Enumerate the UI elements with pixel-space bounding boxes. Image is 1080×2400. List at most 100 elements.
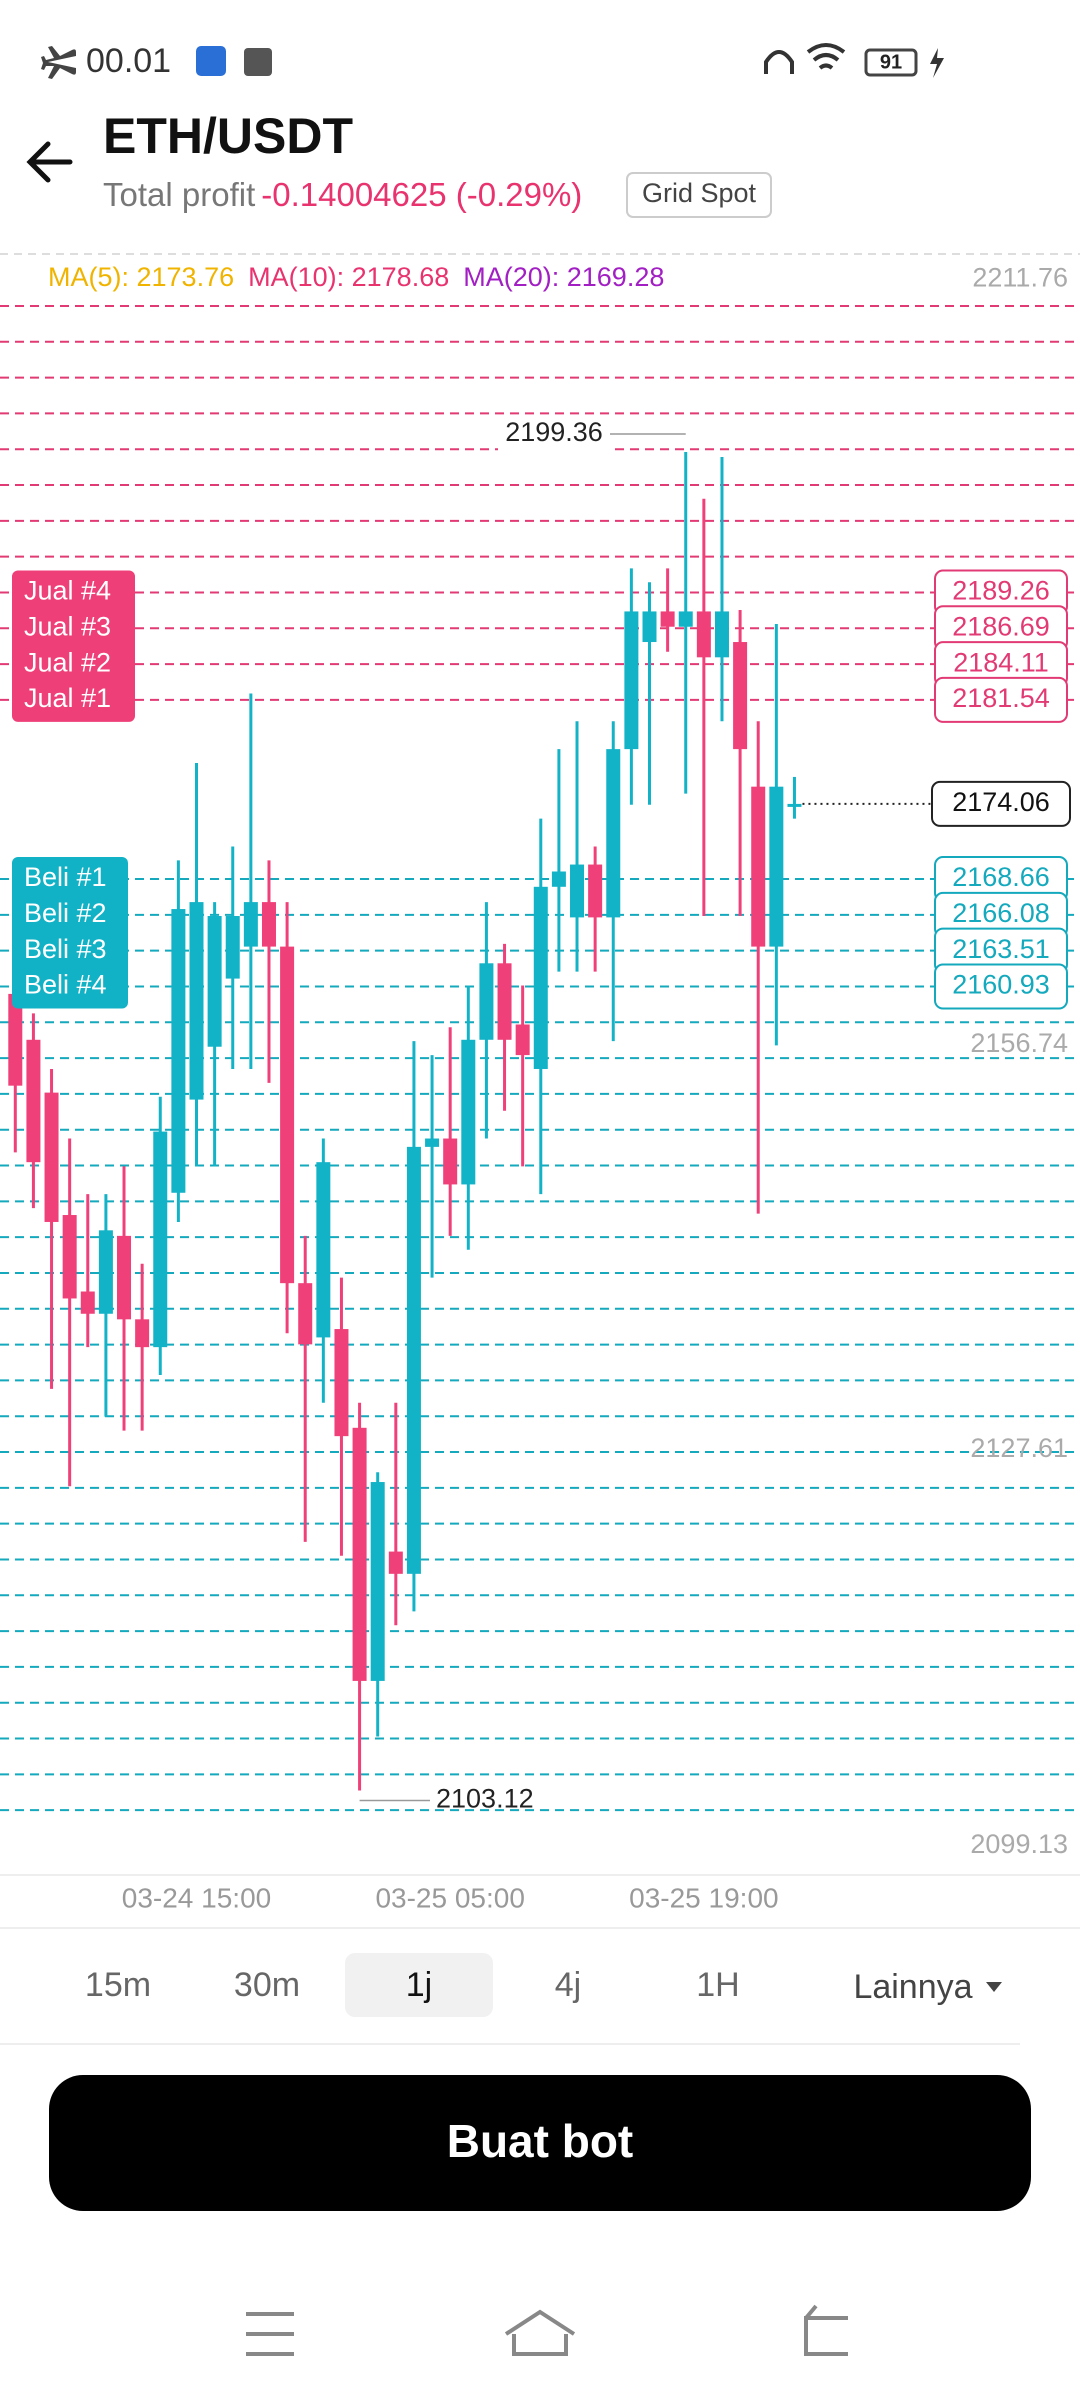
candle-body: [551, 871, 566, 887]
candle-body: [117, 1235, 132, 1320]
order-label: Jual #1: [24, 683, 111, 713]
candle-body: [352, 1427, 367, 1681]
nav-back[interactable]: [804, 2304, 848, 2356]
candle-body: [98, 1230, 113, 1314]
selected-tab-bg: [345, 1953, 493, 2017]
candle-body: [588, 864, 603, 918]
ma-legend: MA(20): 2169.28: [463, 262, 664, 292]
x-tick-label: 03-25 05:00: [375, 1882, 524, 1913]
battery-level: 91: [880, 51, 902, 73]
timeframe-tab[interactable]: 4j: [555, 1966, 581, 2004]
candle-body: [714, 611, 729, 658]
order-price: 2168.66: [952, 862, 1050, 892]
candle-body: [696, 611, 711, 658]
candle-body: [334, 1329, 349, 1437]
max-label-bg: [498, 416, 610, 453]
ma-legend: MA(10): 2178.68: [248, 262, 449, 292]
back-button[interactable]: [26, 141, 73, 183]
min-label: 2103.12: [436, 1784, 534, 1814]
candle-body: [171, 909, 186, 1193]
order-label: Beli #4: [24, 970, 107, 1000]
order-label: Beli #2: [24, 898, 107, 928]
candle-body: [624, 611, 639, 750]
battery-icon: [864, 48, 918, 77]
candle-body: [316, 1162, 331, 1338]
create-bot-label: Buat bot: [447, 2115, 634, 2167]
candle-body: [443, 1138, 458, 1185]
dropdown-icon: [986, 1982, 1002, 1992]
candle-body: [606, 749, 621, 918]
order-price: 2181.54: [952, 683, 1050, 713]
candle-body: [298, 1283, 313, 1345]
candle-body: [135, 1319, 150, 1348]
candle-body: [479, 963, 494, 1040]
candle-body: [461, 1039, 476, 1185]
candle-body: [280, 946, 295, 1284]
y-tick-label: 2127.61: [970, 1433, 1068, 1463]
candle-body: [388, 1551, 403, 1574]
profit-label: Total profit: [103, 176, 255, 213]
y-tick-label: 2156.74: [970, 1028, 1068, 1058]
candle-body: [243, 902, 258, 947]
order-price: 2160.93: [952, 970, 1050, 1000]
status-time: 00.01: [86, 42, 171, 80]
candle-body: [769, 786, 784, 947]
pair-title: ETH/USDT: [103, 108, 353, 164]
candle-body: [26, 1039, 41, 1163]
timeframe-tab[interactable]: 1H: [696, 1966, 739, 2004]
timeframe-tab[interactable]: 30m: [234, 1966, 300, 2004]
nav-home[interactable]: [504, 2309, 576, 2356]
candle-body: [207, 916, 222, 1047]
charging-icon: [930, 48, 944, 78]
wifi-icon: [806, 43, 846, 70]
nav-menu[interactable]: [246, 2312, 294, 2356]
badge: [626, 172, 772, 218]
candle-body: [678, 611, 693, 627]
x-tick-label: 03-25 19:00: [629, 1882, 778, 1913]
candle-body: [62, 1215, 77, 1299]
order-price: 2186.69: [952, 611, 1050, 641]
order-price: 2184.11: [953, 647, 1049, 677]
headset-icon: [764, 50, 794, 74]
timeframe-tab[interactable]: 1j: [406, 1966, 432, 2004]
order-price-box: [934, 963, 1068, 1010]
ma-legend: MA(5): 2173.76: [48, 262, 234, 292]
candle-body: [370, 1482, 385, 1681]
order-price-box: [934, 676, 1068, 723]
candle-body: [8, 993, 23, 1086]
airplane-icon: [41, 46, 76, 79]
more-tab[interactable]: Lainnya: [853, 1968, 972, 2006]
order-label: Jual #3: [24, 611, 111, 641]
timeframe-tab[interactable]: 15m: [85, 1966, 151, 2004]
candle-body: [570, 864, 585, 918]
profit-line: Total profit -0.14004625 (-0.29%): [103, 176, 582, 213]
app-icon: [196, 46, 226, 76]
candle-body: [497, 963, 512, 1040]
candle-body: [261, 902, 276, 947]
candle-body: [751, 786, 766, 947]
create-bot-button[interactable]: [49, 2075, 1031, 2211]
order-label: Beli #3: [24, 934, 107, 964]
candle-body: [153, 1131, 168, 1348]
candle-body: [733, 642, 748, 750]
candle-body: [225, 916, 240, 979]
order-price: 2166.08: [952, 898, 1050, 928]
chart: 2099.13 2127.61 2156.74 2211.76 MA(5): 2173.…: [0, 262, 1080, 1913]
order-price: 2163.51: [952, 934, 1050, 964]
app-icon: [244, 48, 272, 76]
order-label: Beli #1: [24, 862, 107, 892]
candle-body: [189, 902, 204, 1100]
order-price: 2189.26: [952, 576, 1050, 606]
order-label: Jual #2: [24, 647, 111, 677]
candle-body: [80, 1291, 95, 1314]
profit-value: -0.14004625 (-0.29%): [261, 176, 582, 213]
badge-text: Grid Spot: [642, 178, 757, 208]
order-label-box: [12, 857, 128, 1009]
order-label: Jual #4: [24, 576, 111, 606]
y-tick-label: 2099.13: [970, 1829, 1068, 1859]
order-label-box: [12, 570, 135, 722]
candle-body: [425, 1138, 440, 1147]
current-price: 2174.06: [952, 787, 1050, 817]
x-tick-label: 03-24 15:00: [122, 1882, 271, 1913]
